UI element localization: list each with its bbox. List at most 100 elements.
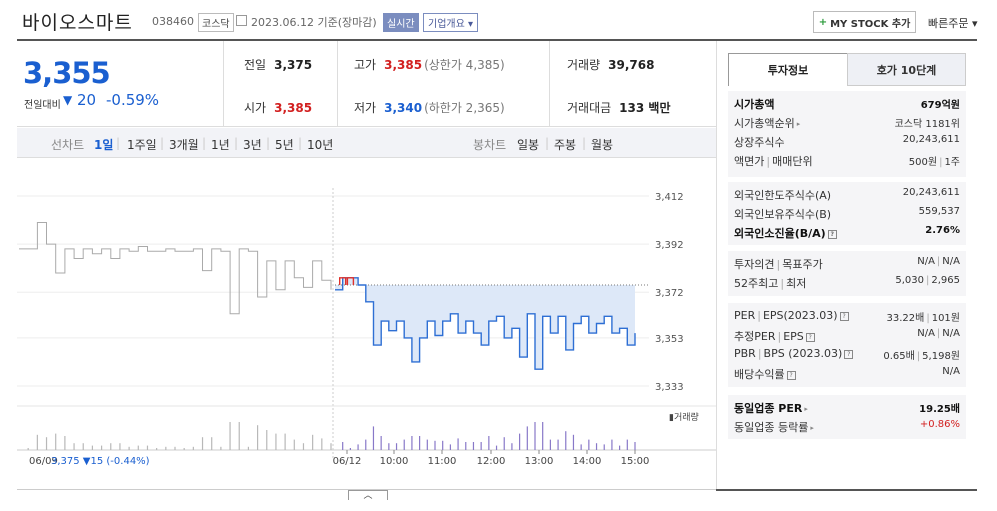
change-value: 20: [77, 91, 97, 109]
calendar-icon: [236, 15, 247, 26]
tab-1week[interactable]: 1주일: [127, 138, 157, 152]
upper-limit: (상한가 4,385): [424, 58, 505, 72]
y-tick-label: 3,412: [655, 192, 684, 203]
tab-separator: |: [545, 136, 550, 150]
x-tick-label: 14:00: [573, 456, 602, 467]
plus-icon: +: [818, 16, 828, 28]
add-mystock-button[interactable]: + MY STOCK 추가: [813, 11, 916, 33]
info-icon[interactable]: ?: [839, 311, 849, 321]
stock-name: 바이오스마트: [22, 12, 133, 34]
sector-per-value: 19.25배: [919, 404, 960, 415]
caret-right-icon[interactable]: ▸: [804, 405, 808, 413]
sector-per-label: 동일업종 PER: [734, 402, 803, 415]
per-label: PER: [734, 309, 756, 322]
x-tick-label: 13:00: [525, 456, 554, 467]
y-tick-label: 3,333: [655, 382, 684, 393]
tab-10year[interactable]: 10년: [307, 138, 334, 152]
tab-5year[interactable]: 5년: [275, 138, 294, 152]
target-value: N/A: [942, 256, 960, 267]
header-divider: [17, 39, 977, 41]
dividend-label: 배당수익률: [734, 368, 785, 381]
stat-prev-value: 3,375: [274, 58, 313, 72]
stat-amount-label: 거래대금: [567, 101, 612, 115]
est-per-label: 추정PER: [734, 330, 776, 343]
base-date: 2023.06.12 기준(장마감): [251, 16, 377, 29]
w52-low-value: 2,965: [931, 275, 960, 286]
opinion-row: 투자의견 | 목표주가 N/A | N/A: [734, 256, 960, 271]
stat-open-value: 3,385: [274, 101, 313, 115]
volume-legend: ▮거래량: [669, 411, 699, 423]
intraday-chart[interactable]: 3,412 3,392 3,372 3,353 3,333 ▮거래량 06/09 06/12 1…: [17, 158, 716, 484]
shares-value: 20,243,611: [902, 134, 960, 145]
unit-label: 매매단위: [772, 155, 813, 168]
line-chart-label: 선차트: [51, 138, 85, 152]
unit-value: 1주: [944, 157, 960, 168]
target-label: 목표주가: [782, 258, 823, 271]
x-tick-label: 06/12: [333, 456, 362, 467]
stat-low-label: 저가: [354, 101, 377, 115]
stat-prev-label: 전일: [244, 58, 267, 72]
tab-orderbook-10[interactable]: 호가 10단계: [847, 53, 966, 86]
foreign-limit-row: 외국인한도주식수(A) 20,243,611: [734, 187, 960, 205]
info-block-sector: 동일업종 PER ▸ 19.25배 동일업종 등락률 ▸ +0.86%: [728, 395, 966, 439]
w52-row: 52주최고 | 최저 5,030 | 2,965: [734, 275, 960, 290]
cap-rank-value: 코스닥 1181위: [894, 119, 960, 130]
collapse-chart-button[interactable]: ︿: [348, 490, 388, 501]
est-per-value: N/A: [917, 328, 935, 339]
info-block-valuation: PER | EPS(2023.03)? 33.22배 | 101원 추정PER | EPS? N…: [728, 303, 966, 387]
tab-monthly-candle[interactable]: 월봉: [591, 138, 614, 152]
caret-right-icon[interactable]: ▸: [810, 424, 814, 432]
company-info-dropdown[interactable]: 기업개요 ▾: [423, 13, 479, 32]
par-value: 500원: [908, 157, 938, 168]
foreign-limit-label: 외국인한도주식수(A): [734, 189, 832, 202]
stat-low: 저가 3,340 (하한가 2,365): [354, 99, 505, 116]
realtime-button[interactable]: 실시간: [383, 13, 419, 32]
w52-high-label: 52주최고: [734, 277, 779, 290]
chart-svg: 3,412 3,392 3,372 3,353 3,333 ▮거래량 06/09 06/12 1…: [17, 188, 716, 467]
info-icon[interactable]: ?: [805, 332, 815, 342]
info-icon[interactable]: ?: [827, 229, 837, 239]
foreign-limit-value: 20,243,611: [902, 187, 960, 198]
pbr-row: PBR | BPS (2023.03)? 0.65배 | 5,198원: [734, 347, 960, 362]
chart-period-tabs: 선차트 1일 | 1주일 | 3개월 | 1년 | 3년 | 5년 | 10년 …: [17, 128, 716, 158]
y-tick-label: 3,353: [655, 334, 684, 345]
panel-bottom-border: [716, 489, 977, 491]
candle-chart-label: 봉차트: [473, 138, 507, 152]
sector-per-row: 동일업종 PER ▸ 19.25배: [734, 400, 960, 418]
tab-investment-info[interactable]: 투자정보: [728, 53, 848, 86]
add-mystock-label: MY STOCK 추가: [830, 18, 911, 30]
price-summary: 3,355 전일대비 ▼ 20 -0.59% 전일 3,375 시가 3,385 고…: [17, 41, 716, 127]
quick-order-dropdown[interactable]: 빠른주문 ▾: [928, 15, 978, 31]
stat-amount: 거래대금 133 백만: [567, 99, 670, 116]
change-percent: -0.59%: [106, 91, 160, 109]
lower-limit: (하한가 2,365): [424, 101, 505, 115]
x-tick-label: 15:00: [621, 456, 650, 467]
change-label: 전일대비: [24, 100, 61, 111]
tab-weekly-candle[interactable]: 주봉: [554, 138, 577, 152]
chevron-up-icon: ︿: [363, 491, 373, 501]
dividend-value: N/A: [942, 366, 960, 377]
eps-value: 101원: [931, 313, 960, 324]
stat-volume: 거래량 39,768: [567, 56, 654, 73]
pbr-value: 0.65배: [883, 351, 915, 362]
market-cap-row: 시가총액 679억원: [734, 96, 960, 114]
prev-day-caption: 3,375 ▼15 (-0.44%): [51, 456, 150, 467]
stat-volume-value: 39,768: [608, 58, 655, 72]
caret-right-icon[interactable]: ▸: [796, 120, 801, 128]
info-icon[interactable]: ?: [786, 370, 796, 380]
tab-1day[interactable]: 1일: [94, 138, 114, 152]
series-area-today: [335, 277, 635, 370]
foreign-hold-label: 외국인보유주식수(B): [734, 208, 832, 221]
w52-low-label: 최저: [786, 277, 807, 290]
info-icon[interactable]: ?: [844, 349, 854, 359]
x-tick-label: 06/09: [29, 456, 58, 467]
tab-daily-candle[interactable]: 일봉: [517, 138, 540, 152]
tab-separator: |: [202, 136, 207, 150]
tab-3year[interactable]: 3년: [243, 138, 262, 152]
est-eps-label: EPS: [783, 330, 804, 343]
tab-1year[interactable]: 1년: [211, 138, 230, 152]
tab-3month[interactable]: 3개월: [169, 138, 199, 152]
stat-high-value: 3,385: [384, 58, 423, 72]
info-block-opinion: 투자의견 | 목표주가 N/A | N/A 52주최고 | 최저 5,030 | 2,965: [728, 251, 966, 296]
cap-rank-row: 시가총액순위 ▸ 코스닥 1181위: [734, 115, 960, 133]
